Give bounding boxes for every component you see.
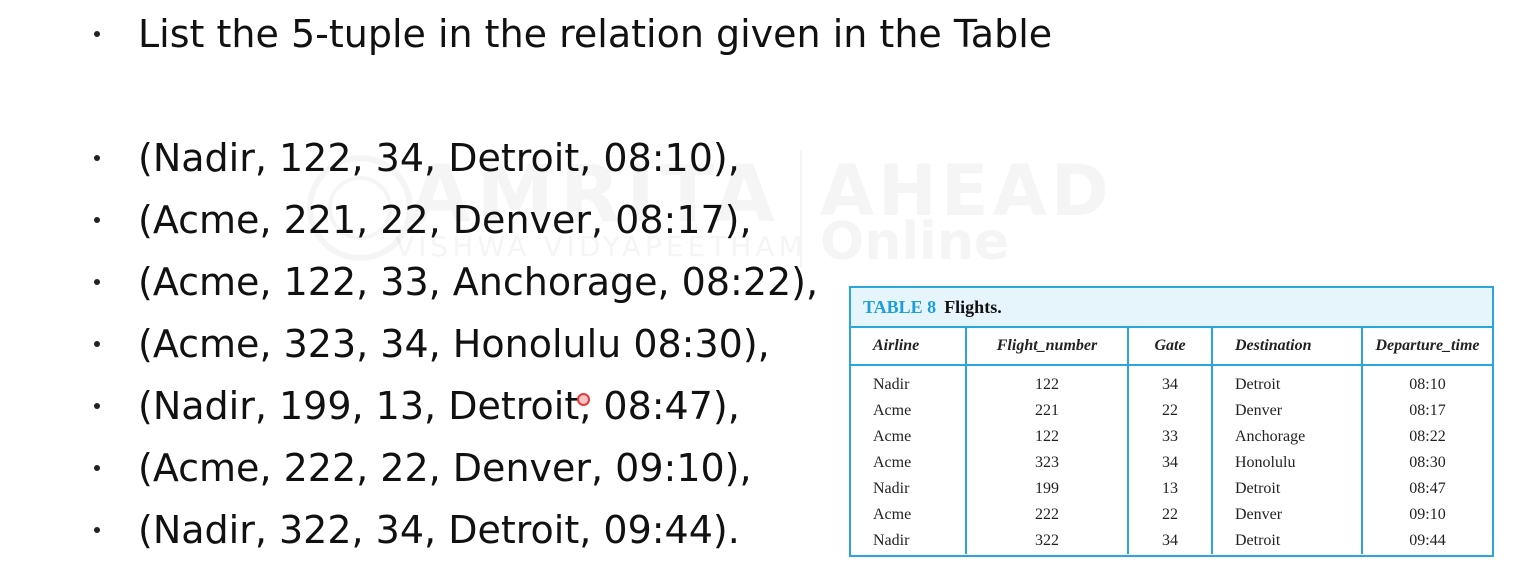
- bullet-icon: [94, 465, 100, 471]
- cell-departure-time: 08:30: [1409, 454, 1446, 471]
- flights-table-figure: TABLE 8 Flights. Airline Flight_number G…: [849, 286, 1494, 557]
- cell-gate: 33: [1128, 424, 1213, 450]
- header-airline: Airline: [851, 328, 967, 366]
- cell-airline: Acme: [851, 450, 967, 476]
- heading-text: List the 5-tuple in the relation given i…: [138, 12, 1053, 56]
- header-gate: Gate: [1128, 328, 1213, 366]
- table-row: Nadir 122 34 Detroit 08:10: [851, 365, 1492, 398]
- table-row: Nadir 322 34 Detroit 09:44: [851, 528, 1492, 554]
- tuple-item: (Nadir, 322, 34, Detroit, 09:44).: [94, 508, 740, 552]
- pointer-cursor-icon: [577, 393, 590, 406]
- cell-airline: Acme: [851, 398, 967, 424]
- cell-departure-time: 08:47: [1409, 480, 1446, 497]
- tuple-text: (Nadir, 122, 34, Detroit, 08:10),: [138, 136, 740, 180]
- cell-airline: Nadir: [851, 476, 967, 502]
- header-departure-time: Departure_time: [1362, 328, 1492, 366]
- watermark-divider: [800, 150, 802, 268]
- tuple-text: (Acme, 221, 22, Denver, 08:17),: [138, 198, 752, 242]
- table-row: Acme 323 34 Honolulu 08:30: [851, 450, 1492, 476]
- slide-heading: List the 5-tuple in the relation given i…: [94, 12, 1052, 56]
- table-row: Acme 122 33 Anchorage 08:22: [851, 424, 1492, 450]
- bullet-icon: [94, 341, 100, 347]
- cell-flight-number: 323: [966, 450, 1129, 476]
- tuple-item: (Acme, 221, 22, Denver, 08:17),: [94, 198, 752, 242]
- cell-gate: 34: [1128, 450, 1213, 476]
- cell-departure-time: 08:17: [1409, 402, 1446, 419]
- table-row: Nadir 199 13 Detroit 08:47: [851, 476, 1492, 502]
- tuple-item: (Acme, 122, 33, Anchorage, 08:22),: [94, 260, 818, 304]
- cell-destination: Detroit: [1212, 528, 1363, 554]
- header-flight-number: Flight_number: [966, 328, 1129, 366]
- tuple-text: (Acme, 222, 22, Denver, 09:10),: [138, 446, 752, 490]
- cell-departure-time: 09:44: [1409, 532, 1446, 549]
- watermark-online: Online: [820, 212, 1010, 272]
- cell-flight-number: 122: [966, 365, 1129, 398]
- cell-destination: Honolulu: [1212, 450, 1363, 476]
- cell-flight-number: 322: [966, 528, 1129, 554]
- cell-destination: Detroit: [1212, 365, 1363, 398]
- cell-airline: Nadir: [851, 365, 967, 398]
- table-header-row: Airline Flight_number Gate Destination D…: [851, 328, 1492, 366]
- table-caption-title: Flights.: [944, 296, 1002, 317]
- cell-gate: 13: [1128, 476, 1213, 502]
- cell-gate: 22: [1128, 502, 1213, 528]
- tuple-item: (Nadir, 122, 34, Detroit, 08:10),: [94, 136, 740, 180]
- table-caption-number: TABLE 8: [863, 296, 937, 317]
- watermark-subtitle: VISHWA VIDYAPEETHAM: [395, 230, 807, 263]
- cell-flight-number: 199: [966, 476, 1129, 502]
- bullet-icon: [94, 403, 100, 409]
- cell-gate: 34: [1128, 528, 1213, 554]
- cell-airline: Nadir: [851, 528, 967, 554]
- table-row: Acme 221 22 Denver 08:17: [851, 398, 1492, 424]
- tuple-text: (Acme, 122, 33, Anchorage, 08:22),: [138, 260, 819, 304]
- cell-gate: 34: [1128, 365, 1213, 398]
- watermark-ahead: AHEAD: [820, 150, 1113, 232]
- bullet-icon: [94, 279, 100, 285]
- cell-destination: Anchorage: [1212, 424, 1363, 450]
- bullet-icon: [94, 217, 100, 223]
- tuple-item: (Nadir, 199, 13, Detroit, 08:47),: [94, 384, 740, 428]
- bullet-icon: [94, 527, 100, 533]
- cell-destination: Detroit: [1212, 476, 1363, 502]
- cell-airline: Acme: [851, 424, 967, 450]
- cell-flight-number: 221: [966, 398, 1129, 424]
- cell-flight-number: 222: [966, 502, 1129, 528]
- watermark-brand: AMRITA: [410, 150, 781, 240]
- table-row: Acme 222 22 Denver 09:10: [851, 502, 1492, 528]
- tuple-text: (Nadir, 322, 34, Detroit, 09:44).: [138, 508, 740, 552]
- cell-departure-time: 08:10: [1409, 376, 1446, 393]
- cell-flight-number: 122: [966, 424, 1129, 450]
- cell-destination: Denver: [1212, 502, 1363, 528]
- flights-table: Airline Flight_number Gate Destination D…: [851, 328, 1492, 554]
- tuple-text: (Nadir, 199, 13, Detroit, 08:47),: [138, 384, 740, 428]
- tuple-text: (Acme, 323, 34, Honolulu 08:30),: [138, 322, 770, 366]
- tuple-item: (Acme, 222, 22, Denver, 09:10),: [94, 446, 752, 490]
- tuple-item: (Acme, 323, 34, Honolulu 08:30),: [94, 322, 770, 366]
- cell-destination: Denver: [1212, 398, 1363, 424]
- cell-gate: 22: [1128, 398, 1213, 424]
- cell-airline: Acme: [851, 502, 967, 528]
- bullet-icon: [94, 155, 100, 161]
- table-caption: TABLE 8 Flights.: [851, 288, 1492, 328]
- cell-departure-time: 08:22: [1409, 428, 1446, 445]
- bullet-icon: [94, 31, 100, 37]
- cell-departure-time: 09:10: [1409, 506, 1446, 523]
- header-destination: Destination: [1212, 328, 1363, 366]
